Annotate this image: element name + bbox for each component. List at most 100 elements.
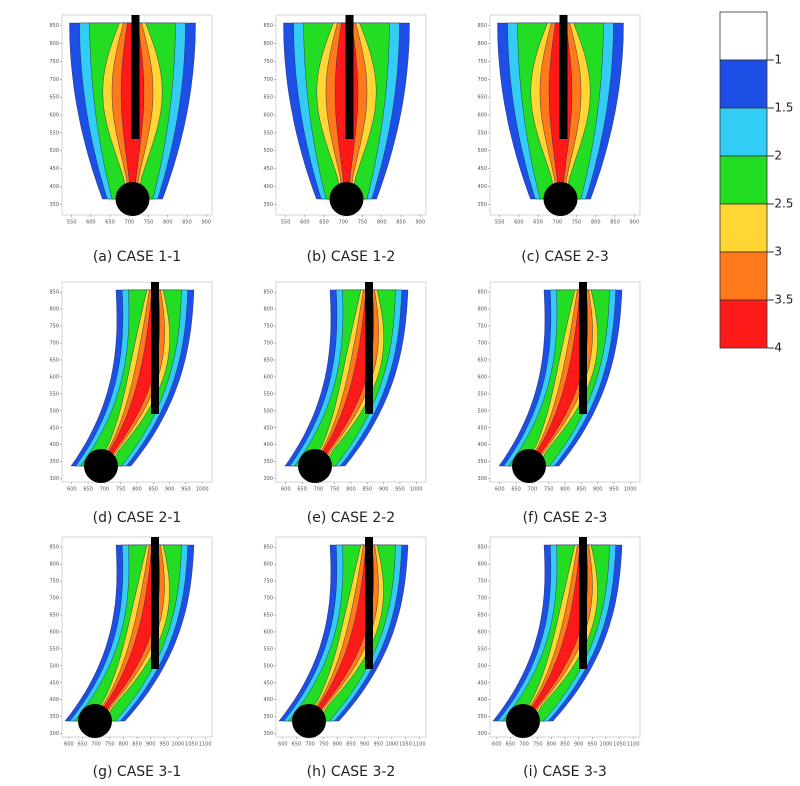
electrode — [151, 282, 159, 414]
y-tick-label: 750 — [477, 579, 487, 585]
x-tick-label: 650 — [105, 220, 115, 226]
y-tick-label: 500 — [477, 663, 487, 669]
y-tick-label: 700 — [477, 77, 487, 83]
x-tick-label: 700 — [100, 487, 110, 493]
y-tick-label: 750 — [49, 579, 59, 585]
x-tick-label: 1100 — [413, 742, 426, 748]
y-tick-label: 750 — [263, 59, 273, 65]
x-tick-label: 650 — [533, 220, 543, 226]
colorbar-label: -1.5 — [770, 101, 793, 115]
ball — [329, 182, 364, 216]
y-tick-label: 300 — [49, 476, 59, 482]
y-tick-label: 550 — [263, 130, 273, 136]
y-tick-label: 400 — [49, 697, 59, 703]
y-tick-label: 300 — [263, 731, 273, 737]
x-tick-label: 950 — [609, 487, 619, 493]
y-tick-label: 450 — [263, 166, 273, 172]
colorbar-label: -3 — [770, 245, 782, 259]
y-tick-label: 350 — [477, 202, 487, 208]
y-tick-label: 750 — [263, 324, 273, 330]
x-tick-label: 900 — [379, 487, 389, 493]
ball — [84, 449, 118, 483]
y-tick-label: 500 — [263, 148, 273, 154]
y-tick-label: 400 — [477, 442, 487, 448]
x-tick-label: 1100 — [627, 742, 640, 748]
y-tick-label: 350 — [263, 714, 273, 720]
y-tick-label: 650 — [477, 95, 487, 101]
electrode — [345, 15, 354, 139]
panel-caption: (f) CASE 2-3 — [523, 510, 608, 526]
x-tick-label: 650 — [319, 220, 329, 226]
x-tick-label: 900 — [629, 220, 639, 226]
y-tick-label: 300 — [49, 731, 59, 737]
x-tick-label: 850 — [577, 487, 587, 493]
y-tick-label: 650 — [49, 357, 59, 363]
x-tick-label: 850 — [132, 742, 142, 748]
x-tick-label: 850 — [610, 220, 620, 226]
y-tick-label: 850 — [263, 545, 273, 551]
y-tick-label: 600 — [49, 113, 59, 119]
y-tick-label: 450 — [49, 166, 59, 172]
y-tick-label: 350 — [263, 459, 273, 465]
electrode — [151, 537, 159, 669]
colorbar-label: -1 — [770, 53, 782, 67]
x-tick-label: 800 — [163, 220, 173, 226]
y-tick-label: 400 — [49, 442, 59, 448]
colorbar-label: -2.5 — [770, 197, 793, 211]
x-tick-label: 750 — [544, 487, 554, 493]
ball — [506, 704, 540, 738]
x-tick-label: 850 — [182, 220, 192, 226]
x-tick-label: 900 — [593, 487, 603, 493]
y-tick-label: 400 — [49, 184, 59, 190]
x-tick-label: 800 — [132, 487, 142, 493]
x-tick-label: 700 — [339, 220, 349, 226]
y-tick-label: 850 — [263, 290, 273, 296]
x-tick-label: 700 — [305, 742, 315, 748]
y-tick-label: 350 — [263, 202, 273, 208]
y-tick-label: 500 — [477, 408, 487, 414]
y-tick-label: 750 — [477, 324, 487, 330]
y-tick-label: 500 — [263, 408, 273, 414]
y-tick-label: 550 — [477, 391, 487, 397]
y-tick-label: 650 — [477, 357, 487, 363]
y-tick-label: 850 — [49, 23, 59, 29]
y-tick-label: 550 — [263, 391, 273, 397]
y-tick-label: 800 — [477, 307, 487, 313]
y-tick-label: 700 — [477, 596, 487, 602]
y-tick-label: 750 — [49, 59, 59, 65]
x-tick-label: 800 — [346, 487, 356, 493]
y-tick-label: 400 — [477, 697, 487, 703]
x-tick-label: 900 — [415, 220, 425, 226]
electrode — [365, 537, 373, 669]
x-tick-label: 750 — [572, 220, 582, 226]
y-tick-label: 800 — [477, 41, 487, 47]
x-tick-label: 650 — [78, 742, 88, 748]
y-tick-label: 400 — [263, 184, 273, 190]
y-tick-label: 850 — [263, 23, 273, 29]
y-tick-label: 600 — [263, 629, 273, 635]
y-tick-label: 800 — [49, 307, 59, 313]
x-tick-label: 700 — [519, 742, 529, 748]
y-tick-label: 450 — [263, 425, 273, 431]
y-tick-label: 300 — [477, 731, 487, 737]
x-tick-label: 750 — [533, 742, 543, 748]
y-tick-label: 850 — [477, 545, 487, 551]
x-tick-label: 1000 — [386, 742, 399, 748]
colorbar-label: -3.5 — [770, 293, 793, 307]
panel-caption: (c) CASE 2-3 — [521, 249, 608, 265]
y-tick-label: 750 — [477, 59, 487, 65]
y-tick-label: 600 — [49, 629, 59, 635]
panel-caption: (g) CASE 3-1 — [93, 764, 182, 780]
x-tick-label: 850 — [396, 220, 406, 226]
y-tick-label: 500 — [49, 408, 59, 414]
x-tick-label: 900 — [574, 742, 584, 748]
electrode — [559, 15, 568, 139]
x-tick-label: 950 — [395, 487, 405, 493]
y-tick-label: 700 — [49, 596, 59, 602]
y-tick-label: 600 — [477, 374, 487, 380]
colorbar-label: -4 — [770, 341, 782, 355]
y-tick-label: 700 — [263, 77, 273, 83]
y-tick-label: 450 — [263, 680, 273, 686]
panel-caption: (a) CASE 1-1 — [93, 249, 181, 265]
